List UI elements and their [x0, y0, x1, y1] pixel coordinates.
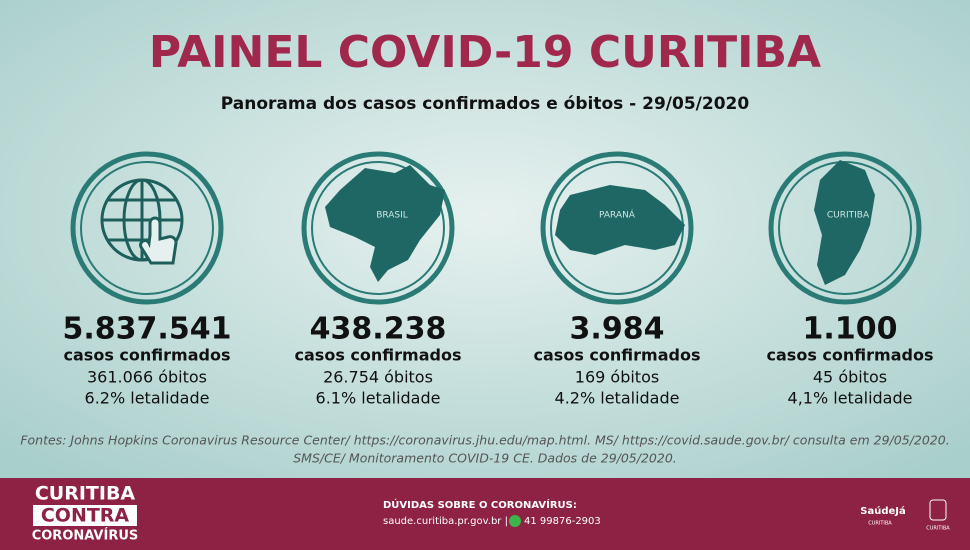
- deaths: 361.066 óbitos: [87, 368, 207, 387]
- case-count: 5.837.541: [63, 312, 232, 347]
- lethality: 4,1% letalidade: [788, 389, 913, 408]
- website: saude.curitiba.pr.gov.br |: [383, 516, 508, 527]
- case-count: 438.238: [310, 312, 447, 347]
- campaign-word: CORONAVÍRUS: [32, 528, 139, 544]
- parana-map: [555, 185, 685, 255]
- source-line: Fontes: Johns Hopkins Coronavirus Resour…: [20, 433, 949, 448]
- deaths: 169 óbitos: [575, 368, 659, 387]
- phone: 41 99876-2903: [524, 516, 601, 527]
- whatsapp-icon: [509, 515, 521, 527]
- globe-icon: [100, 178, 184, 265]
- lethality: 4.2% letalidade: [555, 389, 680, 408]
- cases-label: casos confirmados: [295, 346, 462, 365]
- campaign-word: CONTRA: [41, 505, 130, 527]
- deaths: 45 óbitos: [813, 368, 887, 387]
- cases-label: casos confirmados: [534, 346, 701, 365]
- saudeja-sub: CURITIBA: [868, 521, 892, 527]
- curitiba-map: [814, 160, 875, 285]
- title: PAINEL COVID-19 CURITIBA: [149, 27, 821, 78]
- footer-band: [0, 478, 970, 550]
- map-label: CURITIBA: [827, 211, 870, 221]
- saudeja-logo: SaúdeJá: [860, 505, 905, 517]
- campaign-logo: CURITIBA CONTRA CORONAVÍRUS: [32, 483, 139, 544]
- case-count: 1.100: [803, 312, 898, 347]
- cases-label: casos confirmados: [767, 346, 934, 365]
- source-line: SMS/CE/ Monitoramento COVID-19 CE. Dados…: [293, 451, 677, 466]
- map-label: BRASIL: [376, 211, 408, 221]
- deaths: 26.754 óbitos: [323, 368, 433, 387]
- subtitle: Panorama dos casos confirmados e óbitos …: [221, 94, 750, 114]
- questions-title: DÚVIDAS SOBRE O CORONAVÍRUS:: [383, 498, 577, 511]
- case-count: 3.984: [570, 312, 665, 347]
- map-label: PARANÁ: [599, 209, 636, 221]
- crest-sub: CURITIBA: [926, 526, 950, 532]
- campaign-word: CURITIBA: [35, 483, 136, 505]
- cases-label: casos confirmados: [64, 346, 231, 365]
- campaign-box: [33, 505, 137, 526]
- lethality: 6.1% letalidade: [316, 389, 441, 408]
- crest: [929, 499, 947, 521]
- lethality: 6.2% letalidade: [85, 389, 210, 408]
- brasil-map: [325, 165, 445, 282]
